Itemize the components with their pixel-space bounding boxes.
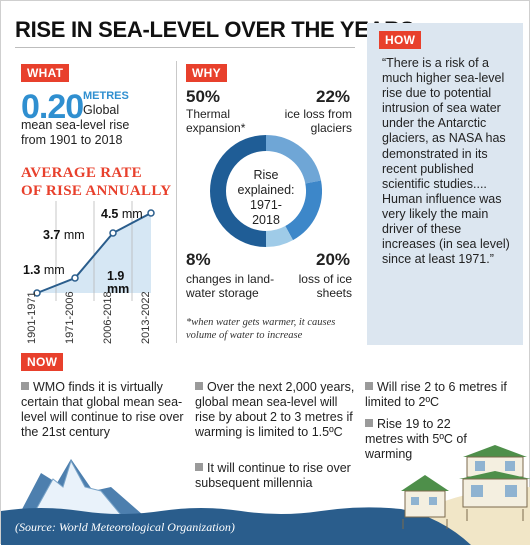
now-item-4: Will rise 2 to 6 metres if limited to 2º… <box>365 380 520 410</box>
rate-area <box>37 213 151 293</box>
why-label-ice-sheets-1: loss of ice <box>298 272 352 286</box>
now-item-2: Over the next 2,000 years, global mean s… <box>195 380 355 440</box>
why-label-thermal-2: expansion* <box>186 121 246 135</box>
rate-label-1901-1971: 1.3 mm <box>23 263 65 277</box>
period-label-4: 2013-2022 <box>140 291 152 344</box>
how-tag: HOW <box>379 31 422 49</box>
what-line-1: Global <box>83 103 120 117</box>
rate-gridlines <box>55 201 133 301</box>
why-pct-glaciers: 22% <box>316 87 351 106</box>
why-pct-ice-sheets: 20% <box>316 250 351 269</box>
now-item-3: It will continue to rise over subsequent… <box>195 461 355 491</box>
rate-value-3: 3.7 <box>43 228 61 242</box>
donut-segment-4 <box>210 135 267 247</box>
now-text-5: Rise 19 to 22 metres with 5ºC of warming <box>365 417 467 461</box>
why-label-glaciers-1: ice loss from <box>284 107 352 121</box>
rate-line-chart <box>33 201 155 301</box>
why-label-land-water-1: changes in land- <box>186 272 275 286</box>
bullet-icon <box>195 463 203 471</box>
now-text-3: It will continue to rise over subsequent… <box>195 461 351 490</box>
why-label-thermal: Thermal expansion* <box>186 107 245 135</box>
rate-unit-4: mm <box>121 207 143 221</box>
iceberg-icon <box>32 459 123 516</box>
rate-value-1: 1.3 <box>23 263 41 277</box>
why-label-thermal-1: Thermal <box>186 107 231 121</box>
period-label-2: 1971-2006 <box>64 291 76 344</box>
why-tag: WHY <box>186 64 227 82</box>
donut-segment-1 <box>265 135 322 184</box>
bullet-icon <box>195 382 203 390</box>
house-small-icon <box>401 475 449 529</box>
rate-value-2: 1.9 <box>107 269 125 283</box>
thermal-footnote: *when water gets warmer, it causes volum… <box>186 317 336 341</box>
why-label-land-water-2: water storage <box>186 286 259 300</box>
donut-center-line-3: 1971- <box>250 198 282 212</box>
sea-illustration <box>1 445 530 545</box>
donut-center-line-1: Rise <box>253 168 278 182</box>
donut-center-line-2: explained: <box>238 183 295 197</box>
period-label-3: 2006-2018 <box>102 291 114 344</box>
column-divider <box>176 61 177 343</box>
what-line-2: mean sea-level rise <box>21 118 130 132</box>
what-big-value: 0.20 <box>21 88 84 126</box>
now-text-2: Over the next 2,000 years, global mean s… <box>195 380 355 439</box>
page-title: RISE IN SEA-LEVEL OVER THE YEARS <box>15 17 415 42</box>
how-quote: “There is a risk of a much higher sea-le… <box>382 56 510 267</box>
rate-unit-2: mm <box>107 282 130 296</box>
donut-segment-2 <box>284 180 322 241</box>
bullet-icon <box>365 382 373 390</box>
average-rate-title: AVERAGE RATE OF RISE ANNUALLY <box>21 164 171 200</box>
now-item-1: WMO finds it is virtually certain that g… <box>21 380 191 440</box>
bullet-icon <box>365 419 373 427</box>
average-rate-title-line-1: AVERAGE RATE <box>21 165 142 181</box>
period-label-1: 1901-1971 <box>26 291 38 344</box>
why-label-glaciers-2: glaciers <box>310 121 352 135</box>
average-rate-title-line-2: OF RISE ANNUALLY <box>21 183 172 199</box>
why-label-glaciers: ice loss from glaciers <box>283 107 352 135</box>
bullet-icon <box>21 382 29 390</box>
how-panel <box>367 23 523 345</box>
sea-waves-icon <box>1 507 471 545</box>
rate-point-1 <box>33 289 41 297</box>
rate-point-4 <box>147 209 155 217</box>
why-label-land-water: changes in land-water storage <box>186 272 274 300</box>
title-divider <box>15 47 355 48</box>
donut-center-line-4: 2018 <box>252 213 280 227</box>
rate-value-4: 4.5 <box>101 207 119 221</box>
rise-donut-chart: Rise explained: 1971- 2018 <box>210 135 322 247</box>
what-line-3: from 1901 to 2018 <box>21 133 123 147</box>
now-text-1: WMO finds it is virtually certain that g… <box>21 380 184 439</box>
rate-label-2006-2018: 3.7 mm <box>43 228 85 242</box>
rate-unit-1: mm <box>43 263 65 277</box>
source-note: (Source: World Meteorological Organizati… <box>15 520 235 534</box>
why-label-ice-sheets-2: sheets <box>316 286 352 300</box>
now-text-4: Will rise 2 to 6 metres if limited to 2º… <box>365 380 507 409</box>
rate-unit-3: mm <box>63 228 85 242</box>
what-unit: METRES <box>83 90 129 102</box>
rate-label-1971-2006: 1.9 mm <box>107 270 129 296</box>
rate-point-2 <box>71 274 79 282</box>
donut-segment-3 <box>265 225 293 247</box>
what-tag: WHAT <box>21 64 70 82</box>
why-label-ice-sheets: loss of ice sheets <box>288 272 352 300</box>
now-tag: NOW <box>21 353 64 371</box>
rate-label-2013-2022: 4.5 mm <box>101 207 143 221</box>
why-pct-land-water: 8% <box>186 250 211 269</box>
now-item-5: Rise 19 to 22 metres with 5ºC of warming <box>365 417 475 462</box>
rate-line <box>36 212 152 294</box>
house-large-icon <box>459 445 530 521</box>
why-pct-thermal: 50% <box>186 87 221 106</box>
rate-point-3 <box>109 229 117 237</box>
